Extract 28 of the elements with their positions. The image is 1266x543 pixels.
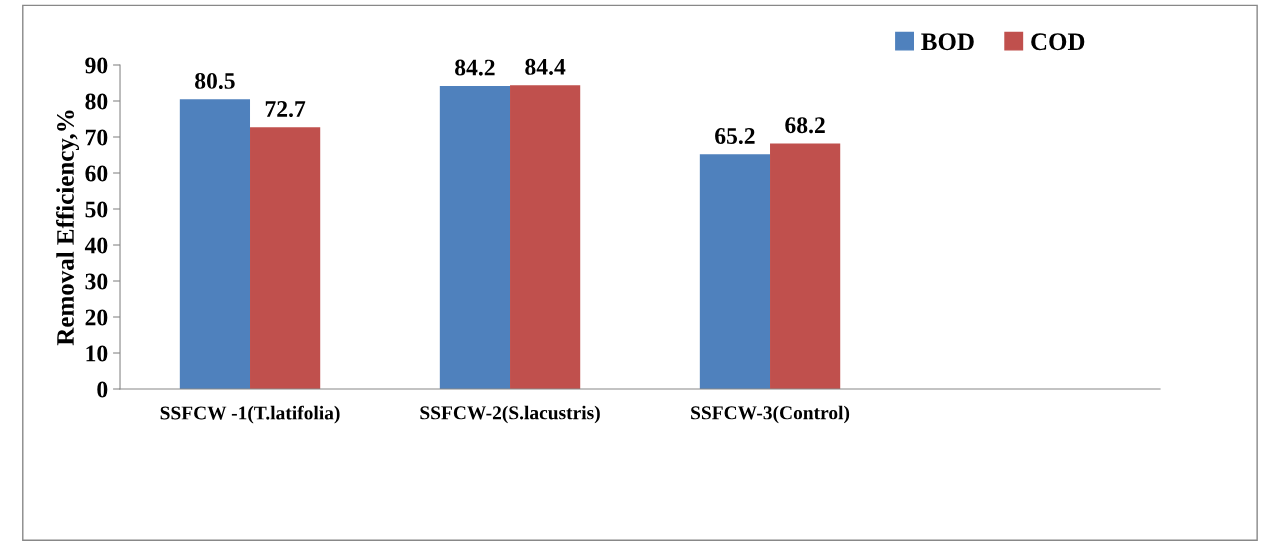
x-tick-label: SSFCW -1(T.latifolia) xyxy=(160,405,340,424)
y-tick-label: 30 xyxy=(85,273,108,290)
bar xyxy=(439,85,511,390)
data-label: 65.2 xyxy=(715,128,755,145)
y-tick-label: 90 xyxy=(85,57,108,74)
bar xyxy=(699,154,771,390)
bar xyxy=(770,143,841,390)
y-tick-label: 80 xyxy=(85,93,108,110)
x-tick-label: SSFCW-2(S.lacustris) xyxy=(420,405,600,424)
bar xyxy=(510,85,581,390)
legend-label: COD xyxy=(1031,33,1085,51)
data-label: 80.5 xyxy=(195,72,235,89)
y-tick-label: 0 xyxy=(97,381,108,398)
data-label: 68.2 xyxy=(785,117,825,134)
y-tick-label: 50 xyxy=(85,201,108,218)
data-label: 84.2 xyxy=(455,59,495,76)
bar xyxy=(179,99,251,390)
data-label: 84.4 xyxy=(525,58,566,75)
data-label: 72.7 xyxy=(265,101,306,118)
y-tick-label: 70 xyxy=(85,129,108,146)
bar xyxy=(250,127,321,390)
x-tick-label: SSFCW-3(Control) xyxy=(691,405,850,424)
y-tick-label: 40 xyxy=(84,237,108,254)
y-tick-label: 20 xyxy=(85,309,108,326)
y-axis-title: Removal Efficiency,% xyxy=(56,110,80,346)
legend-label: BOD xyxy=(921,33,974,51)
y-tick-label: 10 xyxy=(86,345,108,362)
y-tick-label: 60 xyxy=(85,165,108,182)
